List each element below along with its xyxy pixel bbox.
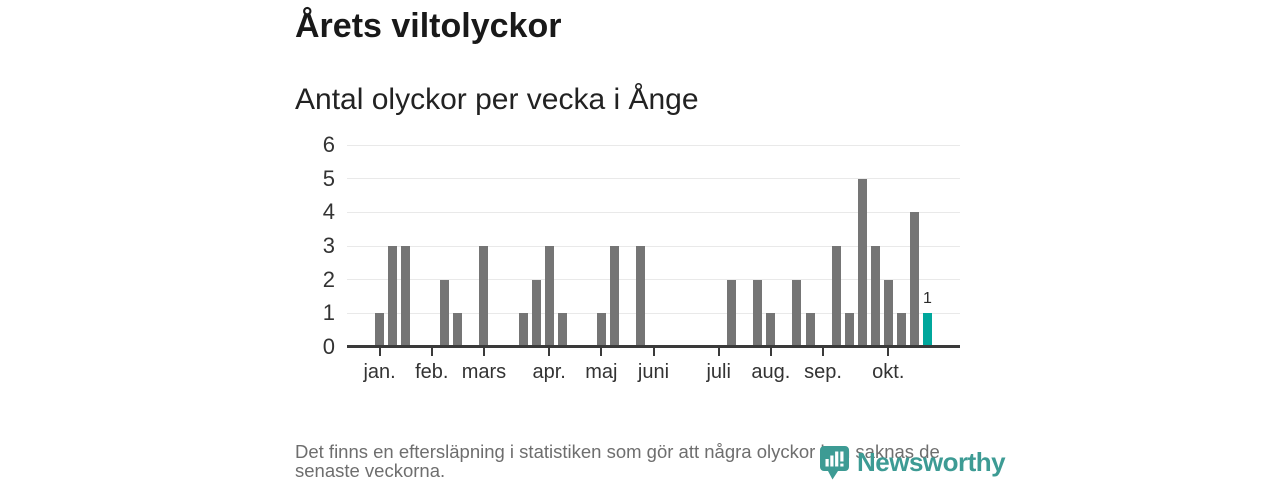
x-tick: [822, 348, 825, 356]
x-tick-label: mars: [461, 361, 507, 383]
x-tick-label: juni: [637, 361, 670, 383]
y-tick-label: 6: [322, 132, 335, 157]
bar-week-11: [479, 246, 489, 347]
bar-week-36: [805, 313, 815, 347]
x-tick-label: aug.: [751, 361, 791, 383]
newsworthy-bubble-barchart-icon: [820, 445, 849, 479]
bar-week-42: [883, 279, 893, 347]
gridline: [347, 144, 960, 146]
bar-week-16: [544, 246, 554, 347]
y-tick-label: 5: [322, 165, 335, 191]
bar-week-38: [831, 246, 841, 347]
footnote: Det finns en eftersläpning i statistiken…: [295, 441, 940, 480]
gridline: [347, 211, 960, 213]
x-tick: [378, 348, 381, 356]
x-tick-label: maj: [585, 361, 618, 383]
bar-week-23: [635, 246, 645, 347]
x-tick-label: juli: [706, 361, 731, 383]
chart-title: Årets viltolyckor: [295, 7, 562, 45]
bar-week-21: [609, 246, 619, 347]
bar-week-14: [518, 313, 528, 347]
bar-week-30: [727, 279, 737, 347]
bar-week-4: [388, 246, 398, 347]
bar-week-44: [909, 212, 919, 347]
newsworthy-logo[interactable]: Newsworthy: [819, 444, 1006, 480]
x-tick: [430, 348, 433, 356]
x-tick: [769, 348, 772, 356]
x-tick: [548, 348, 551, 356]
y-tick-label: 2: [322, 266, 335, 292]
gridline: [347, 279, 960, 281]
bar-week-32: [753, 279, 763, 347]
bar-week-8: [440, 279, 450, 347]
x-tick: [717, 348, 720, 356]
x-tick-label: sep.: [804, 361, 842, 383]
x-tick: [652, 348, 655, 356]
x-axis-line: [347, 345, 960, 348]
x-tick: [600, 348, 603, 356]
gridline: [347, 312, 960, 314]
bar-week-3: [375, 313, 385, 347]
bar-week-35: [792, 279, 802, 347]
x-tick: [887, 348, 890, 356]
bar-week-33: [766, 313, 776, 347]
chart-subtitle: Antal olyckor per vecka i Ånge: [295, 83, 699, 116]
bar-week-15: [531, 279, 541, 347]
x-tick-label: apr.: [532, 361, 566, 383]
bar-week-39: [844, 313, 854, 347]
x-tick: [482, 348, 485, 356]
y-tick-label: 4: [322, 199, 335, 225]
bar-week-40: [857, 178, 867, 347]
bar-week-5: [401, 246, 411, 347]
y-tick-label: 1: [322, 300, 335, 326]
gridline: [347, 245, 960, 247]
bar-week-20: [596, 313, 606, 347]
bar-week-41: [870, 246, 880, 347]
y-tick-label: 0: [322, 334, 335, 359]
gridline: [347, 178, 960, 180]
last-value-label: 1: [922, 290, 932, 308]
newsworthy-logo-text: Newsworthy: [857, 447, 1006, 477]
x-tick-label: feb.: [415, 361, 449, 383]
bar-week-17: [557, 313, 567, 347]
bar-week-45: [922, 313, 932, 347]
bar-week-43: [896, 313, 906, 347]
plot-area: 0 1 2 3 4 5 6 1 jan. feb. mars apr. maj juni juli aug. s…: [323, 132, 960, 383]
x-tick-label: okt.: [872, 361, 905, 383]
x-tick-label: jan.: [363, 361, 396, 383]
bar-week-9: [453, 313, 463, 347]
y-tick-label: 3: [322, 233, 335, 258]
